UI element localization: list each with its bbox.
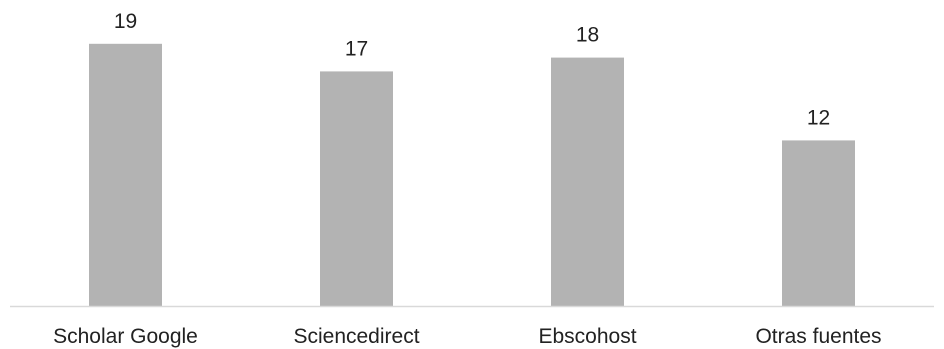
bar-sciencedirect	[320, 71, 393, 307]
category-label-sciencedirect: Sciencedirect	[293, 325, 419, 348]
category-labels-group: Scholar Google Sciencedirect Ebscohost Otra…	[53, 325, 881, 348]
value-label-scholar-google: 19	[114, 10, 137, 33]
bar-ebscohost	[551, 57, 624, 306]
bar-scholar-google	[89, 43, 162, 307]
category-label-otras-fuentes: Otras fuentes	[755, 325, 881, 348]
value-label-otras-fuentes: 12	[807, 106, 830, 129]
bar-otras-fuentes	[782, 140, 855, 306]
bars-group	[89, 43, 855, 307]
category-label-scholar-google: Scholar Google	[53, 325, 198, 348]
value-label-sciencedirect: 17	[345, 37, 368, 60]
value-label-ebscohost: 18	[576, 24, 599, 47]
value-labels-group: 19 17 18 12	[114, 10, 830, 130]
category-label-ebscohost: Ebscohost	[538, 325, 636, 348]
